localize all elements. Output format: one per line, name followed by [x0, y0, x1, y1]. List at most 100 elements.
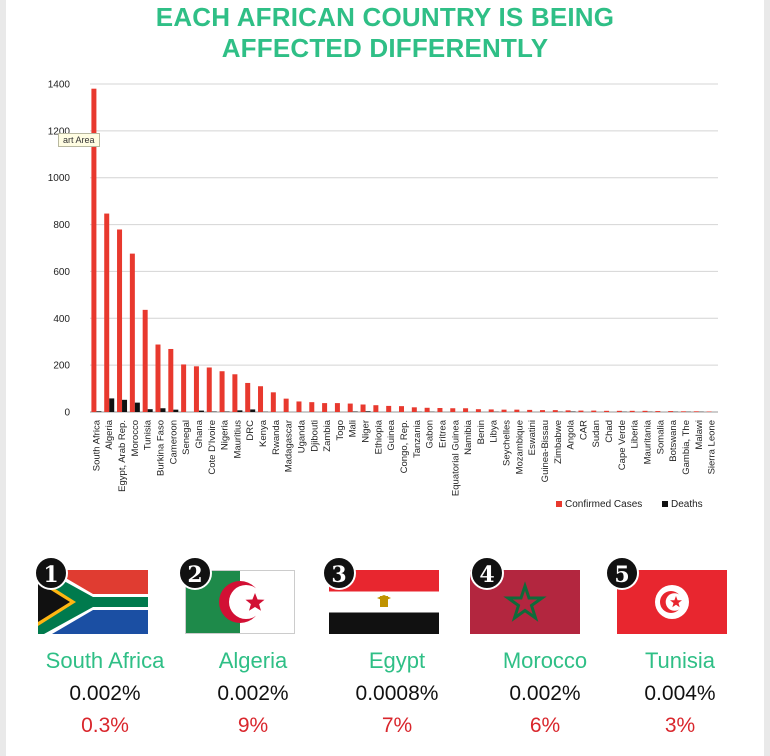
bar-confirmed-cases: [629, 410, 635, 412]
page-title: EACH AFRICAN COUNTRY IS BEING AFFECTED D…: [0, 2, 770, 64]
egypt-flag-icon: [329, 570, 439, 634]
country-stat-primary: 0.002%: [69, 682, 141, 705]
country-card-4: 4 Morocco 0.002% 6%: [470, 556, 620, 738]
x-tick-label: Eritrea: [437, 419, 448, 448]
x-tick-label: Guinea-Bissau: [540, 420, 551, 482]
bar-confirmed-cases: [309, 402, 315, 412]
bar-confirmed-cases: [655, 411, 661, 412]
country-stat-primary: 0.002%: [217, 682, 289, 705]
country-card-2: 2 Algeria 0.002% 9%: [178, 556, 328, 738]
bar-confirmed-cases: [450, 408, 456, 412]
bar-confirmed-cases: [501, 409, 507, 412]
country-stat-primary: 0.004%: [644, 682, 716, 705]
bar-chart: 0 200 400 600 800 1000 1200 1400 South Africa Alg…: [48, 80, 718, 510]
y-tick-label: 200: [53, 361, 70, 372]
bar-confirmed-cases: [283, 398, 289, 412]
x-tick-label: Liberia: [630, 419, 641, 448]
bar-confirmed-cases: [168, 348, 174, 412]
y-tick-label: 600: [53, 267, 70, 278]
country-stat-primary: 0.002%: [509, 682, 581, 705]
country-name: Algeria: [218, 648, 288, 673]
bar-confirmed-cases: [668, 411, 674, 412]
x-tick-label: Mauritius: [232, 420, 243, 459]
bar-confirmed-cases: [322, 403, 328, 412]
bar-confirmed-cases: [219, 371, 225, 412]
bar-confirmed-cases: [591, 410, 597, 412]
y-tick-label: 1400: [48, 80, 71, 91]
x-tick-label: Rwanda: [271, 419, 282, 455]
bar-deaths: [198, 410, 204, 412]
bar-confirmed-cases: [565, 410, 571, 412]
x-tick-label: Cameroon: [168, 420, 179, 464]
bar-confirmed-cases: [424, 407, 430, 412]
bar-confirmed-cases: [129, 253, 135, 412]
country-stat-secondary: 9%: [237, 714, 269, 737]
legend-swatch-deaths: [662, 501, 668, 507]
rank-badge: 5: [605, 556, 639, 590]
bar-confirmed-cases: [539, 410, 545, 412]
title-line-1: EACH AFRICAN COUNTRY IS BEING: [155, 2, 615, 32]
x-tick-label: Equatorial Guinea: [450, 419, 461, 496]
bar-deaths: [250, 409, 256, 412]
bar-confirmed-cases: [258, 386, 264, 412]
x-tick-label: CAR: [578, 420, 589, 440]
bar-confirmed-cases: [155, 344, 161, 412]
x-tick-label: Madagascar: [284, 420, 295, 472]
left-border: [0, 0, 6, 756]
bar-deaths: [173, 409, 179, 412]
bar-confirmed-cases: [117, 229, 123, 412]
south-africa-flag-icon: [38, 570, 148, 634]
rank-badge: 1: [34, 556, 68, 590]
x-tick-label: Ghana: [194, 419, 205, 448]
x-tick-label: Gabon: [425, 420, 436, 449]
x-tick-label: Togo: [335, 420, 346, 441]
algeria-flag-icon: [185, 570, 295, 634]
bar-confirmed-cases: [270, 392, 276, 412]
bar-confirmed-cases: [399, 406, 404, 412]
x-tick-label: Niger: [361, 420, 372, 443]
country-stat-secondary: 6%: [529, 714, 561, 737]
y-tick-label: 1200: [48, 126, 71, 137]
bar-confirmed-cases: [193, 366, 199, 412]
bar-deaths: [122, 399, 128, 412]
y-tick-label: 0: [64, 408, 70, 419]
right-border: [764, 0, 770, 756]
x-tick-label: Cape Verde: [617, 420, 628, 470]
x-tick-label: Botswana: [668, 419, 679, 461]
x-tick-label: DRC: [245, 420, 256, 441]
country-card-5: 5 Tunisia 0.004% 3%: [605, 556, 755, 738]
title-line-2: AFFECTED DIFFERENTLY: [221, 33, 549, 63]
bar-deaths: [96, 411, 102, 412]
legend-label-confirmed: Confirmed Cases: [565, 499, 642, 510]
x-tick-label: Libya: [489, 419, 500, 442]
x-tick-label: Sudan: [591, 420, 602, 447]
bar-confirmed-cases: [296, 401, 302, 412]
bar-deaths: [134, 402, 140, 412]
x-tick-label: Seychelles: [502, 420, 513, 466]
y-tick-label: 1000: [48, 173, 71, 184]
x-tick-label: Zimbabwe: [553, 420, 564, 464]
x-tick-label: Chad: [604, 420, 615, 443]
legend-swatch-confirmed: [556, 501, 562, 507]
bar-confirmed-cases: [680, 411, 686, 412]
x-tick-label: Mali: [348, 420, 359, 437]
rank-badge: 2: [178, 556, 212, 590]
x-tick-label: Egypt, Arab Rep.: [117, 420, 128, 492]
bar-confirmed-cases: [373, 405, 379, 412]
bar-confirmed-cases: [693, 411, 699, 412]
bar-confirmed-cases: [206, 367, 212, 412]
rank-badge: 4: [470, 556, 504, 590]
x-tick-label: Sierra Leone: [707, 420, 718, 474]
bar-confirmed-cases: [245, 382, 251, 412]
x-tick-label: Tunisia: [143, 419, 154, 450]
country-name: Egypt: [368, 648, 426, 673]
country-name: South Africa: [45, 648, 165, 673]
bar-confirmed-cases: [334, 403, 340, 412]
x-tick-label: Mozambique: [514, 420, 525, 474]
bar-confirmed-cases: [642, 410, 648, 412]
country-stat-primary: 0.0008%: [355, 682, 439, 705]
legend-label-deaths: Deaths: [671, 499, 703, 510]
bar-deaths: [237, 410, 243, 412]
country-stat-secondary: 7%: [381, 714, 413, 737]
x-tick-label: Cote D'Ivoire: [207, 420, 218, 475]
